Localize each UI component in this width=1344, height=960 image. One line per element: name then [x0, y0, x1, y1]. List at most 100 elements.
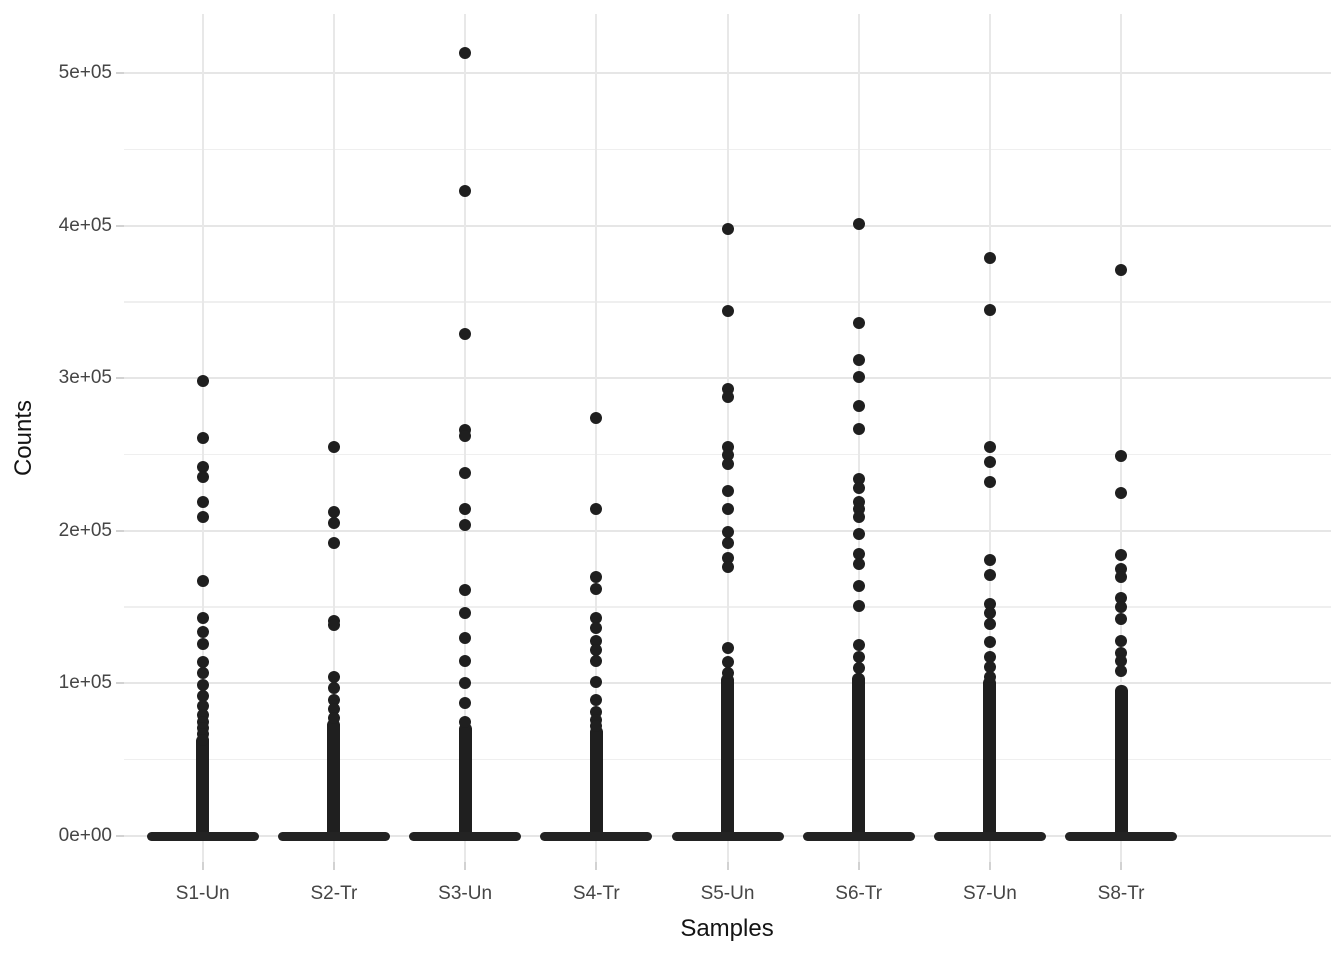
data-point [721, 642, 734, 655]
y-axis-title: Counts [10, 399, 37, 477]
data-point [852, 599, 865, 612]
data-point [327, 506, 340, 519]
data-point [983, 569, 996, 582]
data-point [852, 651, 865, 664]
x-axis-tick [595, 862, 598, 870]
data-point [196, 625, 209, 638]
x-axis-tick [857, 862, 860, 870]
x-axis-tick [201, 862, 204, 870]
data-point [459, 677, 472, 690]
data-point [983, 553, 996, 566]
data-point [590, 611, 603, 624]
y-axis-tick [116, 224, 124, 227]
data-point [590, 634, 603, 647]
data-point [721, 390, 734, 403]
x-tick-label: S4-Tr [572, 883, 620, 904]
data-point [1115, 570, 1128, 583]
x-axis-tick [726, 862, 729, 870]
data-point [983, 636, 996, 649]
y-axis-tick [116, 377, 124, 380]
x-axis-tick [1120, 862, 1123, 870]
data-point [721, 485, 734, 498]
data-point [721, 503, 734, 516]
dense-point-column [983, 677, 997, 841]
data-point [327, 681, 340, 694]
data-point [196, 611, 209, 624]
data-point [196, 471, 209, 484]
data-point [590, 411, 603, 424]
y-tick-label: 1e+05 [58, 672, 112, 694]
data-point [459, 430, 472, 443]
gridline-category [988, 14, 991, 862]
x-axis-title: Samples [680, 915, 774, 942]
gridline-category [726, 14, 729, 862]
data-point [459, 503, 472, 516]
y-axis-tick [116, 72, 124, 74]
data-point [721, 526, 734, 539]
data-point [327, 537, 340, 549]
y-tick-label: 5e+05 [58, 62, 112, 83]
x-tick-label: S8-Tr [1097, 883, 1145, 904]
dense-point-column [458, 723, 472, 841]
x-tick-label: S7-Un [962, 883, 1017, 904]
data-point [196, 637, 209, 650]
y-axis-tick [116, 835, 124, 837]
x-tick-label: S5-Un [700, 883, 755, 904]
x-tick-label: S3-Un [438, 883, 493, 904]
data-point [721, 457, 734, 470]
data-point [196, 575, 209, 588]
data-point [852, 547, 865, 560]
data-point [590, 675, 603, 688]
data-point [459, 697, 472, 710]
data-point [983, 660, 996, 673]
data-point [852, 579, 865, 592]
gridline-category [595, 14, 598, 862]
data-point [1115, 665, 1128, 678]
data-point [1115, 654, 1128, 667]
data-point [327, 712, 340, 725]
data-point [852, 527, 865, 540]
data-point [590, 643, 603, 656]
data-point [852, 353, 865, 366]
data-point [196, 511, 209, 524]
data-point [327, 619, 340, 632]
data-point [852, 218, 865, 231]
data-point [852, 422, 865, 435]
zero-value-cluster-bar [540, 831, 653, 841]
data-point [852, 558, 865, 571]
data-point [459, 466, 472, 479]
dense-point-column [1114, 685, 1128, 841]
data-point [590, 570, 603, 583]
data-point [590, 622, 603, 635]
data-point [590, 720, 603, 733]
data-point [327, 517, 340, 530]
gridline-category [857, 14, 860, 862]
data-point [196, 375, 209, 388]
data-point [983, 598, 996, 611]
data-point [852, 370, 865, 383]
data-point [590, 503, 603, 516]
data-point [459, 654, 472, 667]
data-point [852, 639, 865, 652]
data-point [721, 537, 734, 549]
x-tick-label: S6-Tr [835, 883, 883, 904]
data-point [721, 666, 734, 679]
data-point [459, 184, 472, 197]
x-tick-label: S1-Un [175, 883, 230, 904]
data-point [983, 475, 996, 488]
y-tick-label: 3e+05 [58, 367, 112, 389]
data-point [196, 666, 209, 679]
data-point [721, 305, 734, 318]
data-point [852, 317, 865, 330]
zero-value-cluster-bar [146, 831, 259, 841]
data-point [1115, 591, 1128, 604]
data-point [983, 651, 996, 664]
data-point [327, 440, 340, 453]
data-point [852, 482, 865, 495]
data-point [721, 656, 734, 669]
dense-point-column [852, 672, 866, 841]
zero-value-cluster-bar [1065, 831, 1178, 841]
data-point [1115, 601, 1128, 614]
zero-value-cluster-bar [802, 831, 915, 841]
